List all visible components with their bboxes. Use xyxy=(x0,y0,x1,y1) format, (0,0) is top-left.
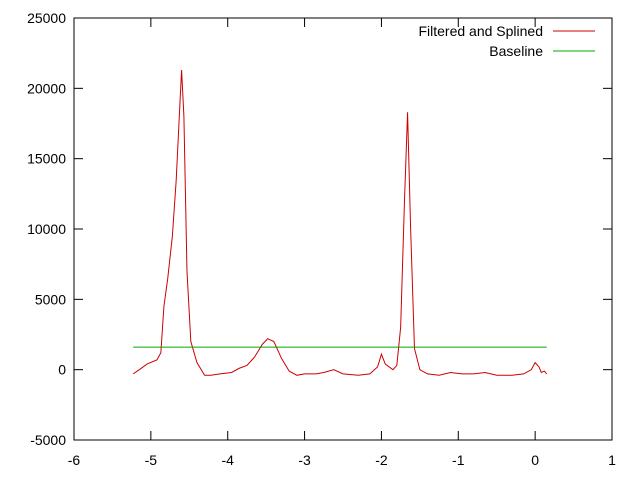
x-tick-label: 1 xyxy=(608,452,616,468)
y-tick-label: 15000 xyxy=(27,151,66,167)
x-tick-label: 0 xyxy=(531,452,539,468)
x-tick-label: -4 xyxy=(221,452,234,468)
plot-border xyxy=(73,17,613,441)
x-tick-label: -1 xyxy=(452,452,465,468)
legend-label: Baseline xyxy=(489,43,543,59)
x-tick-label: -6 xyxy=(68,452,81,468)
y-tick-label: 20000 xyxy=(27,80,66,96)
y-tick-label: 5000 xyxy=(35,291,66,307)
x-tick-label: -5 xyxy=(145,452,158,468)
y-tick-label: 10000 xyxy=(27,221,66,237)
y-tick-label: 25000 xyxy=(27,10,66,26)
series-line xyxy=(132,70,548,376)
y-tick-label: 0 xyxy=(58,362,66,378)
x-tick-label: -2 xyxy=(375,452,388,468)
y-tick-label: -5000 xyxy=(30,432,66,448)
x-tick-label: -3 xyxy=(298,452,311,468)
legend-label: Filtered and Splined xyxy=(418,23,543,39)
